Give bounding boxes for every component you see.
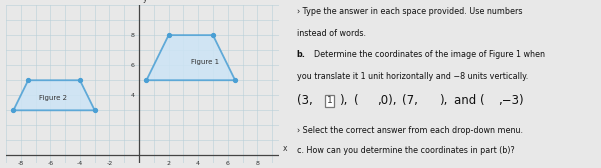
Text: x: x	[282, 144, 287, 153]
Text: -6: -6	[47, 161, 53, 166]
Text: 6: 6	[226, 161, 230, 166]
Text: ),: ),	[439, 94, 447, 107]
Text: ,−3): ,−3)	[498, 94, 524, 107]
Text: -8: -8	[17, 161, 24, 166]
Text: 1: 1	[326, 96, 332, 105]
Text: -2: -2	[106, 161, 112, 166]
Text: (7,: (7,	[402, 94, 418, 107]
Text: (3,: (3,	[297, 94, 313, 107]
Text: ),: ),	[339, 94, 347, 107]
Text: -4: -4	[77, 161, 83, 166]
Text: 6: 6	[131, 63, 135, 68]
Text: y: y	[143, 0, 147, 3]
Text: 8: 8	[131, 33, 135, 38]
Text: Figure 2: Figure 2	[39, 95, 67, 101]
Text: › Select the correct answer from each drop-down menu.: › Select the correct answer from each dr…	[297, 126, 523, 135]
Text: instead of words.: instead of words.	[297, 29, 365, 38]
Text: 8: 8	[255, 161, 259, 166]
Polygon shape	[13, 80, 95, 110]
Text: b.: b.	[297, 50, 305, 59]
Polygon shape	[147, 35, 235, 80]
Text: and (: and (	[454, 94, 485, 107]
Text: Figure 1: Figure 1	[191, 59, 219, 65]
Text: 2: 2	[166, 161, 171, 166]
Text: c. How can you determine the coordinates in part (b)?: c. How can you determine the coordinates…	[297, 146, 514, 155]
Text: 4: 4	[196, 161, 200, 166]
Text: › Type the answer in each space provided. Use numbers: › Type the answer in each space provided…	[297, 7, 522, 16]
Text: (: (	[355, 94, 359, 107]
Text: 4: 4	[130, 93, 135, 98]
Text: you translate it 1 unit horizontally and −8 units vertically.: you translate it 1 unit horizontally and…	[297, 72, 528, 81]
Text: ,0),: ,0),	[377, 94, 397, 107]
Text: Determine the coordinates of the image of Figure 1 when: Determine the coordinates of the image o…	[314, 50, 545, 59]
